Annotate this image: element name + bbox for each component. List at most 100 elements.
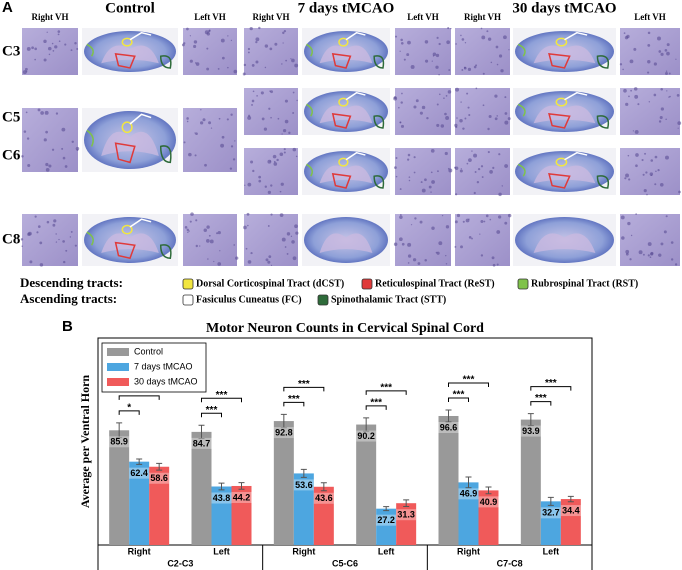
cell — [281, 133, 283, 135]
significance-bracket — [530, 386, 572, 391]
cell — [76, 48, 79, 50]
cell — [498, 215, 502, 219]
cell — [194, 154, 197, 157]
cell — [436, 36, 439, 39]
cell — [468, 158, 472, 163]
bar — [149, 466, 170, 545]
cell — [654, 155, 658, 159]
cell — [650, 159, 654, 162]
cell — [200, 109, 202, 111]
cell — [280, 182, 284, 186]
cell — [268, 255, 272, 259]
tract-outline — [564, 31, 588, 41]
value-label-bg — [231, 491, 252, 503]
cell — [188, 230, 190, 232]
tract-outline — [331, 52, 352, 69]
cell — [659, 182, 664, 187]
cell — [443, 97, 445, 99]
cell — [487, 150, 490, 154]
micrograph — [244, 28, 298, 75]
cell — [55, 112, 59, 115]
micrograph — [455, 148, 510, 195]
column-title: 30 days tMCAO — [512, 0, 616, 16]
cell — [284, 119, 289, 124]
cell — [221, 135, 225, 139]
error-bar — [218, 482, 225, 491]
cell — [209, 239, 214, 244]
cell — [467, 106, 470, 109]
micrograph — [244, 88, 298, 135]
cell — [666, 43, 670, 47]
cell — [249, 26, 253, 31]
tract-outline — [331, 172, 352, 189]
cell — [399, 188, 402, 190]
cell — [445, 95, 448, 97]
cell — [53, 219, 57, 223]
tract-outline — [306, 103, 313, 117]
cell — [496, 263, 499, 266]
cell — [245, 247, 248, 250]
cell — [286, 232, 291, 236]
cell — [627, 221, 631, 226]
tract-outline — [338, 97, 349, 107]
cell — [181, 43, 185, 47]
significance-label: *** — [370, 398, 382, 409]
gray-matter — [533, 105, 596, 124]
cell — [407, 242, 412, 247]
column-title: Control — [105, 0, 155, 16]
tract-outline — [86, 43, 94, 57]
cell — [504, 96, 507, 99]
cell — [419, 220, 423, 224]
tract-outline — [114, 241, 136, 260]
cell — [24, 67, 28, 71]
cell — [37, 225, 41, 228]
cell — [626, 34, 630, 39]
cell — [401, 92, 403, 95]
cell — [205, 239, 210, 243]
bar — [211, 486, 232, 545]
cell — [206, 225, 210, 229]
tract-outline — [129, 218, 152, 228]
cell — [292, 91, 295, 94]
bar — [520, 419, 541, 545]
error-bar — [320, 482, 327, 492]
significance-label: *** — [463, 375, 475, 386]
cell — [670, 258, 674, 261]
cell — [456, 117, 458, 119]
legend-item: Fasiculus Cuneatus (FC) — [196, 294, 302, 305]
cell — [247, 224, 249, 227]
error-bar — [198, 424, 205, 440]
cell — [490, 61, 493, 64]
value-label: 40.9 — [480, 497, 498, 507]
cell — [74, 42, 77, 45]
cell — [634, 94, 639, 99]
cell — [489, 218, 492, 221]
bar — [540, 501, 561, 545]
significance-label: *** — [453, 390, 465, 401]
cell — [466, 162, 469, 165]
legend-heading: Ascending tracts: — [20, 291, 117, 306]
cell — [407, 153, 411, 157]
cell — [460, 101, 462, 103]
cell — [408, 179, 411, 182]
value-label: 53.6 — [295, 480, 313, 490]
tract-outline — [338, 157, 349, 167]
cell — [203, 228, 208, 232]
cell — [270, 116, 272, 119]
cell — [195, 219, 198, 222]
cell — [678, 190, 681, 194]
cell — [36, 231, 39, 234]
value-label-bg — [478, 496, 499, 508]
micrograph — [620, 148, 680, 195]
cell — [251, 103, 253, 106]
value-label-bg — [356, 430, 377, 442]
column-subtitle: Right VH — [464, 12, 501, 22]
cell — [647, 242, 652, 246]
error-bar — [238, 482, 245, 490]
panel-b: B Motor Neuron Counts in Cervical Spinal … — [62, 318, 593, 570]
cell — [186, 228, 189, 232]
cell — [269, 90, 271, 92]
gray-matter — [533, 45, 596, 64]
cell — [660, 242, 664, 246]
cell — [492, 263, 496, 267]
